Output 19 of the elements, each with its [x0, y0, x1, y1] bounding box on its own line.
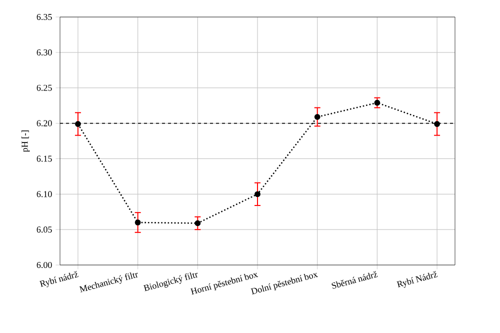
- point: [254, 191, 260, 198]
- y-tick-label: 6.05: [36, 226, 52, 233]
- x-tick-label: Sběrná nádrž: [332, 270, 378, 289]
- y-tick-label: 6.25: [36, 84, 52, 91]
- y-tick-label: 6.00: [36, 262, 52, 268]
- x-tick-label: Rybí Nádrž: [396, 270, 438, 288]
- y-tick-label: 6.15: [36, 156, 52, 162]
- x-tick-label: Rybí nádrž: [39, 270, 78, 288]
- point: [434, 121, 440, 127]
- y-axis-title: pH [-]: [21, 130, 30, 152]
- point: [194, 220, 201, 226]
- y-tick-label: 6.35: [36, 14, 52, 20]
- point: [75, 121, 81, 127]
- point: [134, 220, 141, 226]
- y-tick-label: 6.20: [36, 120, 52, 126]
- point: [314, 114, 320, 120]
- point: [374, 100, 380, 106]
- y-tick-label: 6.30: [36, 49, 52, 56]
- y-tick-label: 6.10: [36, 191, 52, 198]
